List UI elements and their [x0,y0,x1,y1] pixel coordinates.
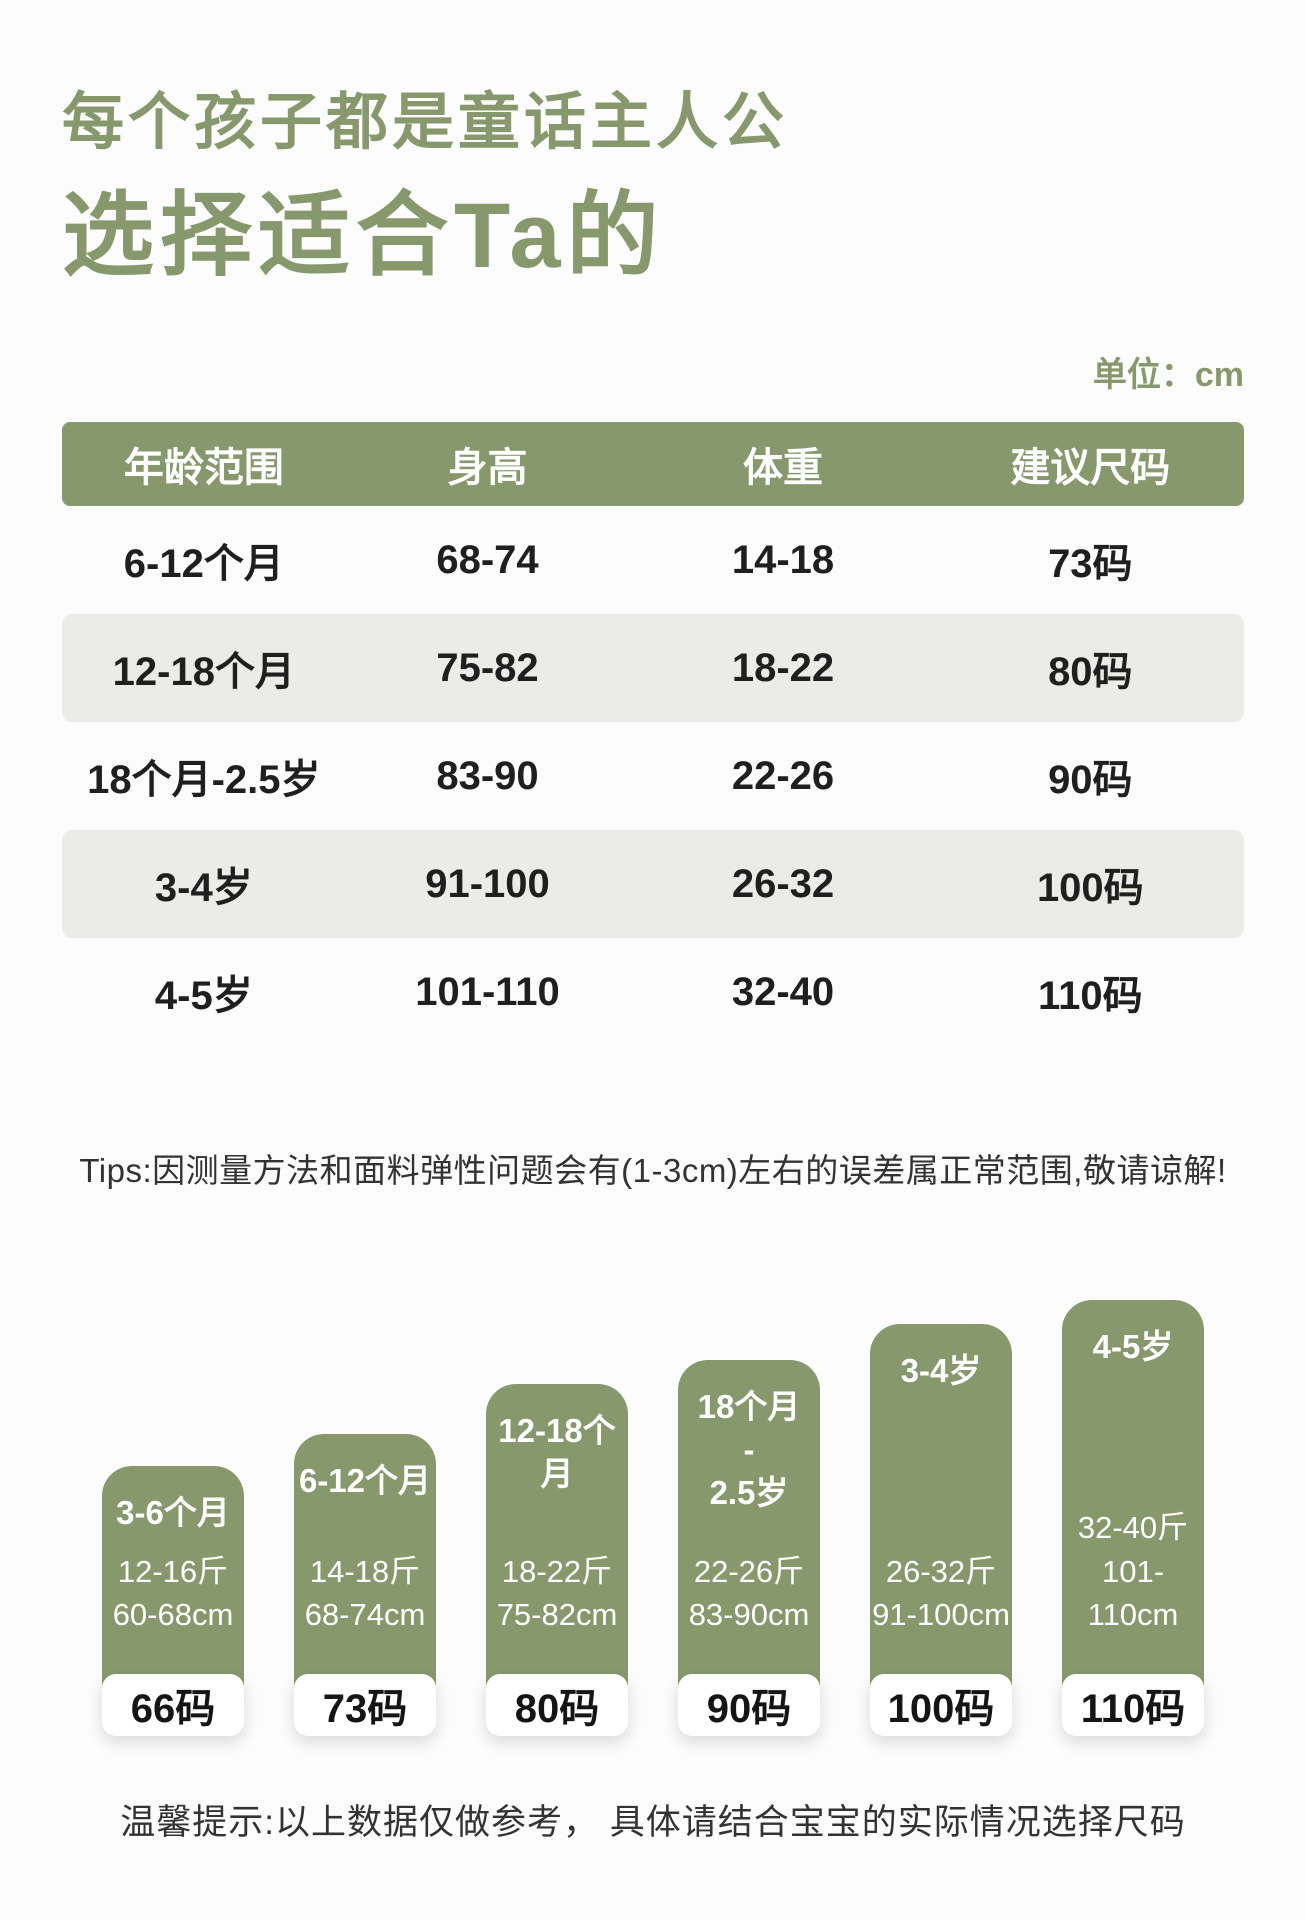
table-cell-height: 91-100 [425,861,550,906]
chart-bar-column: 12-18个月 18-22斤 75-82cm 80码 [486,1384,628,1737]
bar-weight-label: 32-40斤 [1077,1510,1189,1546]
bar-height-label: 60-68cm [112,1596,234,1632]
bar-age-label: 3-4岁 [900,1352,982,1390]
table-cell-age: 12-18个月 [112,650,295,695]
bar-height-label: 83-90cm [688,1596,810,1632]
footer-note: 温馨提示:以上数据仅做参考， 具体请结合宝宝的实际情况选择尺码 [120,1803,1186,1843]
table-cell-size: 100码 [1036,866,1144,911]
table-cell-weight: 22-26 [731,753,835,798]
bar-size-pill: 73码 [294,1674,436,1737]
bar-height-label: 101-110cm [1087,1553,1179,1632]
table-row: 18个月-2.5岁 83-90 22-26 90码 [62,722,1244,830]
table-header-size: 建议尺码 [1010,446,1171,491]
bar-height-label: 68-74cm [304,1596,426,1632]
size-table: 年龄范围 身高 体重 建议尺码 6-12个月 68-74 14-18 73码 1… [62,422,1244,1046]
bar-info: 22-26斤 83-90cm [678,1550,820,1637]
table-cell-size: 90码 [1048,758,1133,803]
table-header-height: 身高 [447,446,528,491]
bar-shape: 6-12个月 14-18斤 68-74cm [294,1434,436,1717]
table-header-weight: 体重 [743,446,823,491]
chart-bar-column: 3-4岁 26-32斤 91-100cm 100码 [870,1324,1012,1737]
bar-info: 12-16斤 60-68cm [102,1550,244,1637]
page-content: 每个孩子都是童话主人公 选择适合Ta的 单位：cm 年龄范围 身高 体重 建议尺… [62,88,1244,1843]
bar-size-pill: 80码 [486,1674,628,1737]
bar-weight-label: 14-18斤 [309,1553,421,1589]
chart-bar-column: 6-12个月 14-18斤 68-74cm 73码 [294,1434,436,1737]
table-row: 6-12个月 68-74 14-18 73码 [62,506,1244,614]
table-cell-age: 6-12个月 [123,542,284,587]
page-title: 每个孩子都是童话主人公 [62,88,789,157]
page-subtitle: 选择适合Ta的 [62,184,665,287]
bar-size-pill: 110码 [1062,1674,1204,1737]
size-table-body: 6-12个月 68-74 14-18 73码 12-18个月 75-82 18-… [62,506,1244,1046]
chart-bar-column: 18个月 - 2.5岁 22-26斤 83-90cm 90码 [678,1360,820,1737]
table-row: 12-18个月 75-82 18-22 80码 [62,614,1244,723]
bar-weight-label: 12-16斤 [117,1553,229,1589]
table-cell-size: 80码 [1048,650,1133,695]
bar-shape: 4-5岁 32-40斤 101-110cm [1062,1300,1204,1717]
size-chart: 3-6个月 12-16斤 60-68cm 66码 6-12个月 14-18斤 6… [62,1280,1244,1737]
table-cell-height: 68-74 [436,537,539,582]
bar-shape: 12-18个月 18-22斤 75-82cm [486,1384,628,1717]
bar-age-label: 18个月 - 2.5岁 [697,1388,801,1512]
bar-shape: 18个月 - 2.5岁 22-26斤 83-90cm [678,1360,820,1717]
unit-note: 单位：cm [1092,356,1244,395]
chart-bar-column: 3-6个月 12-16斤 60-68cm 66码 [102,1466,244,1737]
bar-size-pill: 66码 [102,1674,244,1737]
bar-shape: 3-4岁 26-32斤 91-100cm [870,1324,1012,1717]
table-cell-height: 75-82 [436,645,539,690]
chart-bar-column: 4-5岁 32-40斤 101-110cm 110码 [1062,1300,1204,1737]
bar-size-pill: 90码 [678,1674,820,1737]
bar-age-label: 3-6个月 [116,1494,230,1532]
table-row: 3-4岁 91-100 26-32 100码 [62,830,1244,939]
table-cell-weight: 32-40 [731,969,835,1014]
bar-height-label: 75-82cm [496,1596,618,1632]
bar-info: 32-40斤 101-110cm [1062,1506,1204,1636]
bar-height-label: 91-100cm [872,1596,1010,1632]
table-cell-size: 73码 [1048,542,1133,587]
table-cell-age: 18个月-2.5岁 [87,758,321,803]
bar-weight-label: 18-22斤 [501,1553,613,1589]
table-header-age: 年龄范围 [123,446,284,491]
table-cell-age: 4-5岁 [154,974,253,1019]
bar-age-label: 12-18个月 [498,1412,616,1493]
table-cell-size: 110码 [1038,974,1143,1019]
bar-info: 14-18斤 68-74cm [294,1550,436,1637]
bar-info: 26-32斤 91-100cm [870,1550,1012,1637]
table-cell-weight: 14-18 [731,537,835,582]
bar-weight-label: 26-32斤 [885,1553,997,1589]
size-table-header: 年龄范围 身高 体重 建议尺码 [62,422,1244,507]
table-cell-age: 3-4岁 [154,866,253,911]
table-cell-height: 83-90 [436,753,539,798]
bar-size-pill: 100码 [870,1674,1012,1737]
tips-note: Tips:因测量方法和面料弹性问题会有(1-3cm)左右的误差属正常范围,敬请谅… [79,1152,1227,1190]
bar-age-label: 6-12个月 [298,1462,432,1500]
bar-age-label: 4-5岁 [1092,1328,1174,1366]
bar-weight-label: 22-26斤 [693,1553,805,1589]
bar-info: 18-22斤 75-82cm [486,1550,628,1637]
table-cell-weight: 26-32 [731,861,835,906]
table-cell-height: 101-110 [415,969,560,1014]
table-cell-weight: 18-22 [731,645,835,690]
table-row: 4-5岁 101-110 32-40 110码 [62,938,1244,1046]
